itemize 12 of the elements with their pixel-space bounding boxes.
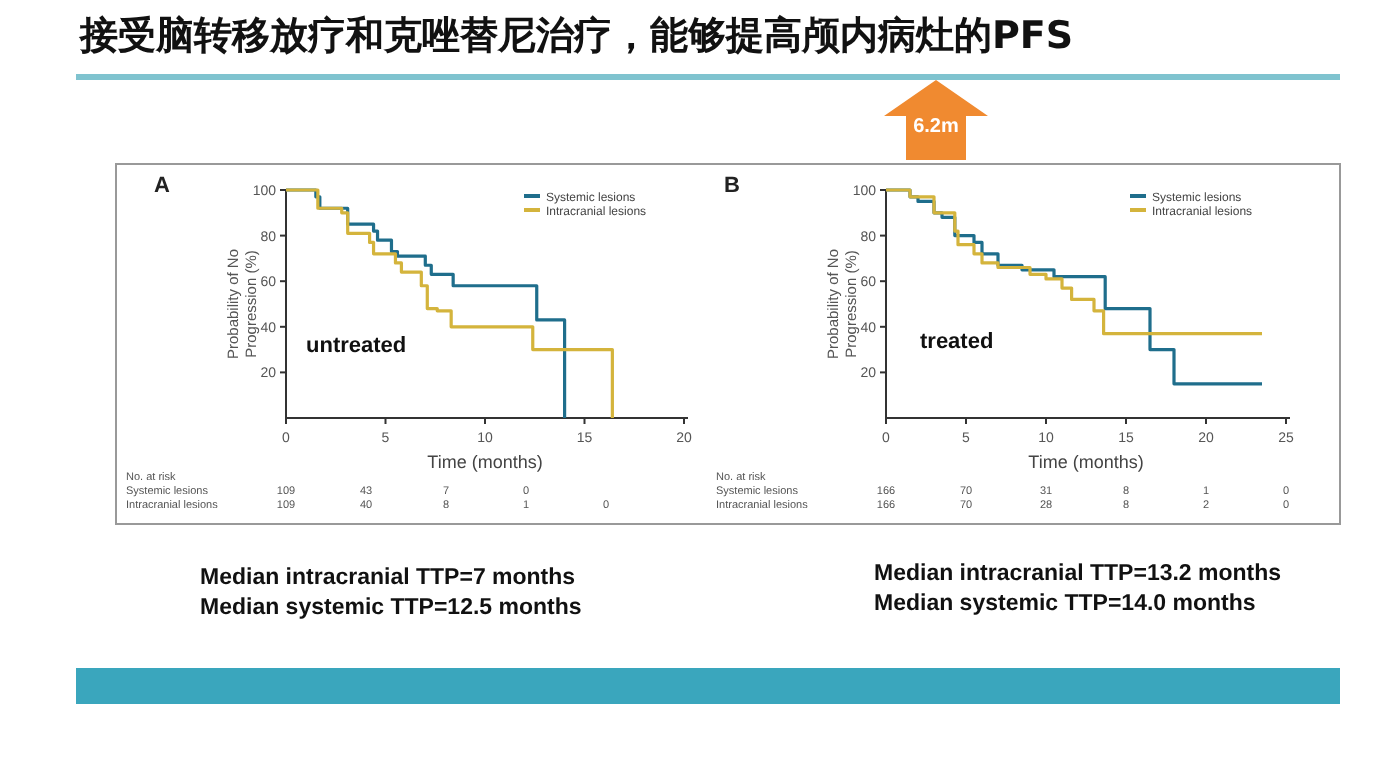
text: Median systemic TTP=12.5 months [200,596,582,620]
annotation: treated [920,330,994,354]
text: Median intracranial TTP=13.2 months [874,562,1282,586]
chart-subtitle: A [154,174,170,198]
chart-title: 接受脑转移放疗和克唑替尼治疗，能够提高颅内病灶的PFS [78,14,1074,58]
x-axis-title: Time (months) [1028,452,1144,472]
text: 6.2m [913,116,960,138]
annotation: untreated [306,334,407,358]
text: Median intracranial TTP=7 months [200,566,576,590]
chart-subtitle: B [724,174,740,198]
x-axis-title: Time (months) [427,452,543,472]
text: Median systemic TTP=14.0 months [874,592,1256,616]
